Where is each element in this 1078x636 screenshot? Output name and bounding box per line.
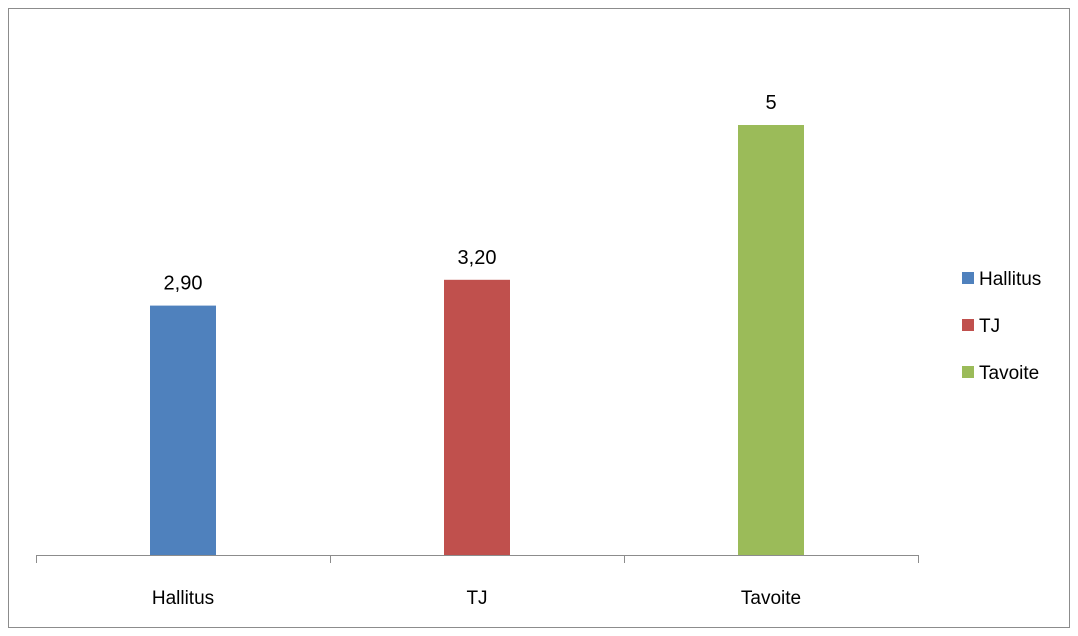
plot-area: Hallitus TJ Tavoite 2,90 3,20 5: [36, 92, 919, 609]
x-tick-label: Hallitus: [152, 588, 214, 609]
bar-hallitus: [150, 305, 216, 555]
data-label: 3,20: [458, 247, 497, 269]
x-tick-label: Tavoite: [741, 588, 801, 609]
legend-label: Hallitus: [979, 269, 1041, 290]
legend-swatch: [962, 366, 974, 378]
legend-label: Tavoite: [979, 363, 1039, 384]
bar-tavoite: [738, 125, 804, 555]
legend-swatch: [962, 272, 974, 284]
bar-tj: [444, 279, 510, 555]
data-label: 2,90: [164, 273, 203, 295]
legend-label: TJ: [979, 316, 1000, 337]
data-label: 5: [765, 92, 776, 114]
x-tick-label: TJ: [466, 588, 487, 609]
legend-swatch: [962, 319, 974, 331]
legend: Hallitus TJ Tavoite: [962, 269, 1041, 384]
